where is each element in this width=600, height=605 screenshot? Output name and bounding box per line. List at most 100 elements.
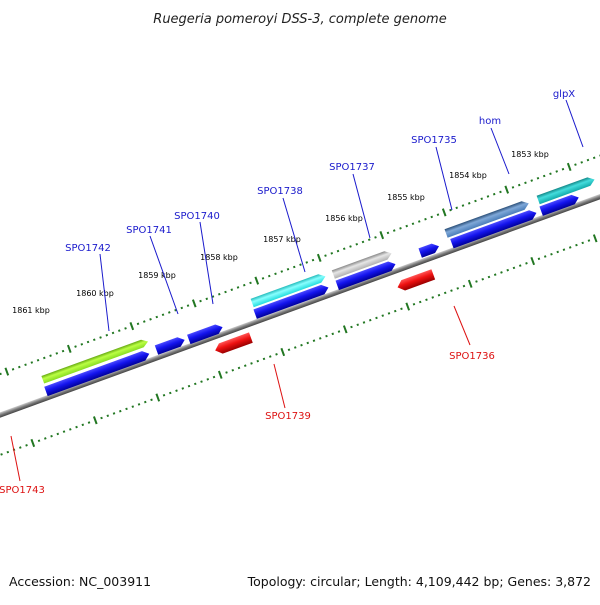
reverse-minor-tick xyxy=(237,366,241,370)
forward-minor-tick xyxy=(124,327,127,330)
forward-minor-tick xyxy=(93,338,96,342)
forward-minor-tick xyxy=(0,372,2,376)
reverse-minor-tick xyxy=(443,291,447,295)
gene-label-spo1743[interactable]: SPO1743 xyxy=(0,485,45,496)
gene-label-spo1741[interactable]: SPO1741 xyxy=(126,225,172,236)
glpx-cds-arrow[interactable] xyxy=(539,193,580,216)
reverse-minor-tick xyxy=(168,391,172,395)
reverse-minor-tick xyxy=(400,307,403,311)
reverse-minor-tick xyxy=(193,382,197,386)
forward-minor-tick xyxy=(105,333,109,337)
reverse-minor-tick xyxy=(69,428,72,431)
reverse-minor-tick xyxy=(50,434,53,438)
spo1742-gene-arrow[interactable] xyxy=(41,338,149,384)
reverse-minor-tick xyxy=(568,246,572,249)
reverse-minor-tick xyxy=(525,262,528,265)
gene-label-hom[interactable]: hom xyxy=(479,116,501,127)
reverse-minor-tick xyxy=(512,266,516,270)
reverse-minor-tick xyxy=(506,268,510,272)
reverse-minor-tick xyxy=(150,398,153,402)
reverse-minor-tick xyxy=(493,273,497,276)
reverse-minor-tick xyxy=(225,371,228,374)
reverse-minor-tick xyxy=(587,239,591,242)
hom-gene-arrow[interactable] xyxy=(444,199,531,238)
spo1735-gene-arrow[interactable] xyxy=(418,242,440,258)
reverse-minor-tick xyxy=(412,302,416,306)
reverse-minor-tick xyxy=(425,298,428,302)
glpx-gene-arrow[interactable] xyxy=(536,175,596,205)
forward-minor-tick xyxy=(217,292,221,296)
reverse-minor-tick xyxy=(206,378,210,381)
reverse-major-tick xyxy=(467,279,473,288)
spo1737-cds-arrow[interactable] xyxy=(335,259,398,291)
reverse-major-tick xyxy=(217,370,223,379)
forward-minor-tick xyxy=(230,288,234,291)
forward-minor-tick xyxy=(474,199,477,203)
gene-label-spo1737[interactable]: SPO1737 xyxy=(329,162,375,173)
reverse-minor-tick xyxy=(387,312,391,315)
forward-major-tick xyxy=(566,162,572,171)
spo1736-gene-arrow[interactable] xyxy=(396,269,436,292)
gene-label-spo1742[interactable]: SPO1742 xyxy=(65,243,111,254)
forward-minor-tick xyxy=(592,156,596,160)
reverse-major-tick xyxy=(530,256,536,266)
forward-minor-tick xyxy=(299,263,302,266)
forward-minor-tick xyxy=(530,179,533,182)
spo1741-gene-arrow[interactable] xyxy=(154,335,187,355)
reverse-minor-tick xyxy=(112,412,116,415)
forward-major-tick xyxy=(441,208,447,217)
forward-minor-tick xyxy=(549,172,552,176)
reverse-minor-tick xyxy=(56,432,60,436)
forward-minor-tick xyxy=(18,365,21,369)
reverse-minor-tick xyxy=(287,348,291,352)
gene-label-spo1739[interactable]: SPO1739 xyxy=(265,411,311,422)
reverse-minor-tick xyxy=(450,289,453,292)
forward-minor-tick xyxy=(580,161,583,164)
reverse-minor-tick xyxy=(100,416,103,420)
forward-minor-tick xyxy=(36,358,40,362)
gene-label-spo1740[interactable]: SPO1740 xyxy=(174,211,220,222)
forward-minor-tick xyxy=(424,217,427,221)
spo1737-gene-arrow[interactable] xyxy=(331,249,393,279)
spo1738-gene-arrow[interactable] xyxy=(250,272,327,308)
reverse-minor-tick xyxy=(231,368,235,372)
gene-label-spo1736[interactable]: SPO1736 xyxy=(449,351,495,362)
reverse-minor-tick xyxy=(106,414,110,418)
forward-minor-tick xyxy=(205,297,209,301)
forward-minor-tick xyxy=(561,167,565,171)
forward-major-tick xyxy=(254,276,260,285)
spo1740-gene-arrow[interactable] xyxy=(187,322,224,345)
spo1738-cds-arrow[interactable] xyxy=(253,283,330,319)
label-leader xyxy=(199,221,214,305)
forward-minor-tick xyxy=(455,206,459,210)
forward-minor-tick xyxy=(386,231,390,235)
hom-cds-arrow[interactable] xyxy=(450,208,538,249)
reverse-minor-tick xyxy=(293,346,297,349)
kbp-label: 1857 kbp xyxy=(263,235,301,244)
gene-label-spo1735[interactable]: SPO1735 xyxy=(411,135,457,146)
spo1742-cds-arrow[interactable] xyxy=(44,349,151,397)
gene-arrows xyxy=(41,175,596,397)
reverse-minor-tick xyxy=(243,364,247,367)
reverse-minor-tick xyxy=(200,380,203,383)
reverse-minor-tick xyxy=(543,255,547,258)
forward-major-tick xyxy=(316,253,322,262)
spo1739-gene-arrow[interactable] xyxy=(213,332,253,355)
reverse-minor-tick xyxy=(481,277,485,281)
label-leader xyxy=(10,435,21,482)
reverse-minor-tick xyxy=(306,341,310,345)
forward-minor-tick xyxy=(392,229,396,232)
gene-label-glpx[interactable]: glpX xyxy=(553,89,575,100)
reverse-scale-ticks xyxy=(0,234,598,456)
reverse-minor-tick xyxy=(262,357,266,361)
forward-minor-tick xyxy=(342,247,346,251)
reverse-minor-tick xyxy=(431,296,435,299)
reverse-major-tick xyxy=(30,438,36,448)
map-title: Ruegeria pomeroyi DSS-3, complete genome xyxy=(153,12,446,27)
forward-minor-tick xyxy=(436,213,440,216)
reverse-minor-tick xyxy=(81,423,85,427)
forward-minor-tick xyxy=(118,329,121,332)
gene-label-spo1738[interactable]: SPO1738 xyxy=(257,186,303,197)
